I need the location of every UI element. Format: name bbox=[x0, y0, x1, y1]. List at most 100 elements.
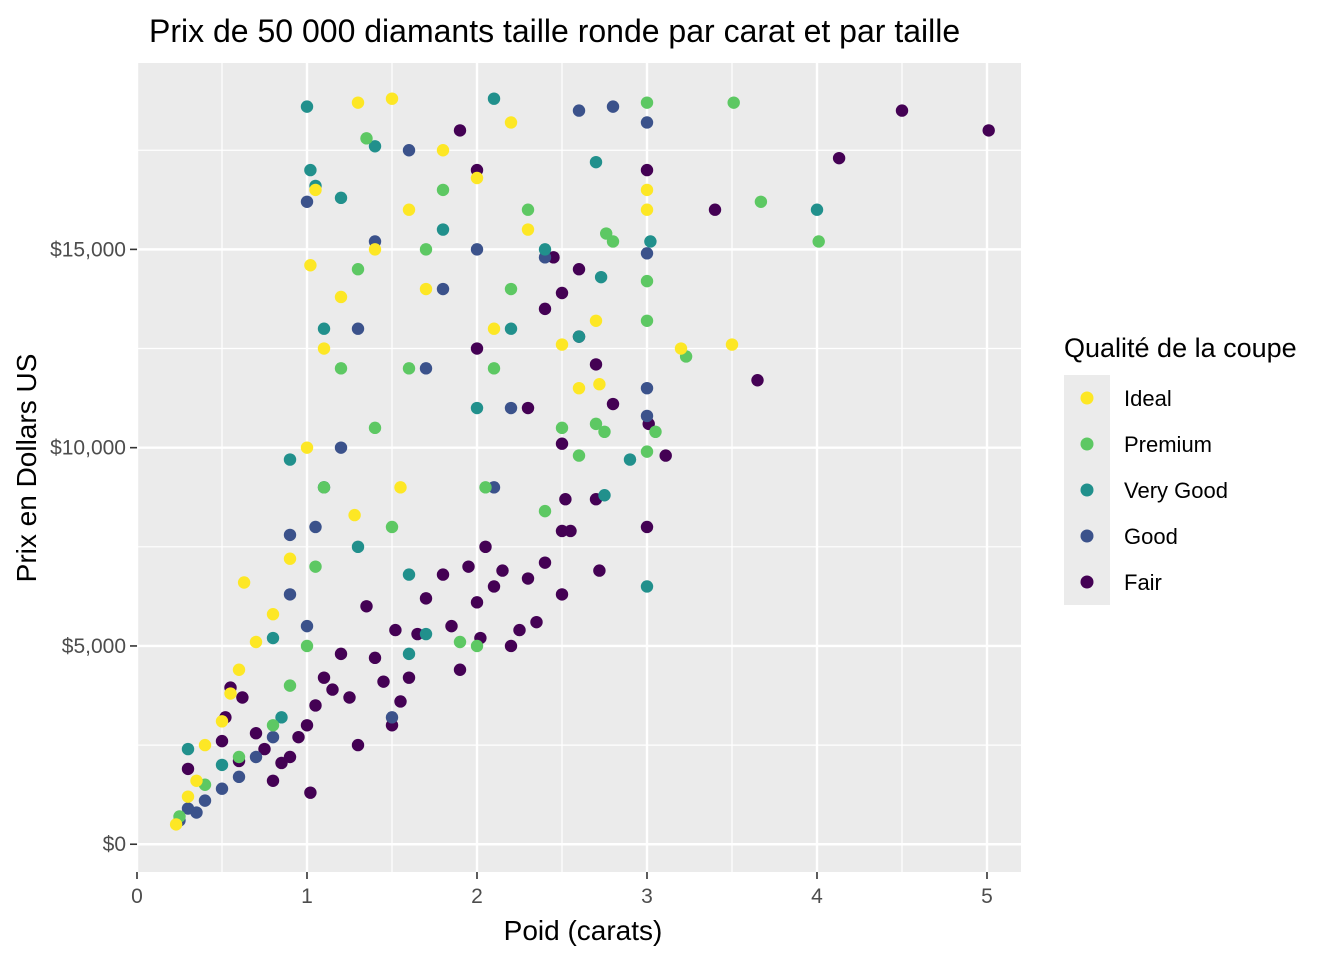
data-point bbox=[659, 449, 672, 462]
data-point bbox=[334, 362, 348, 375]
x-tick-label: 0 bbox=[131, 885, 143, 908]
legend-label: Ideal bbox=[1124, 386, 1172, 411]
data-point bbox=[555, 286, 569, 300]
data-point bbox=[453, 124, 467, 137]
data-point bbox=[343, 691, 356, 704]
data-point bbox=[640, 381, 654, 395]
legend-label: Very Good bbox=[1124, 478, 1228, 503]
data-point bbox=[292, 730, 305, 744]
data-point bbox=[215, 758, 229, 772]
data-point bbox=[649, 425, 662, 439]
data-point bbox=[351, 322, 365, 335]
data-point bbox=[360, 600, 373, 613]
data-point bbox=[309, 183, 322, 197]
y-tick-label: $0 bbox=[103, 833, 126, 856]
data-point bbox=[283, 453, 297, 466]
data-point bbox=[521, 223, 535, 236]
data-point bbox=[351, 263, 365, 276]
data-point bbox=[832, 151, 846, 165]
data-point bbox=[436, 144, 450, 157]
data-point bbox=[237, 576, 251, 589]
data-point bbox=[389, 623, 402, 637]
data-point bbox=[368, 651, 382, 665]
data-point bbox=[300, 639, 314, 653]
data-point bbox=[538, 556, 552, 569]
data-point bbox=[419, 243, 433, 256]
data-point bbox=[215, 782, 229, 795]
data-point bbox=[600, 227, 613, 240]
series-fair bbox=[181, 104, 995, 799]
data-point bbox=[249, 727, 263, 740]
data-point bbox=[640, 580, 654, 593]
data-point bbox=[598, 489, 611, 502]
data-point bbox=[589, 314, 603, 327]
data-point bbox=[640, 116, 654, 129]
data-point bbox=[436, 183, 450, 197]
data-point bbox=[266, 631, 280, 645]
data-point bbox=[470, 243, 484, 256]
data-point bbox=[674, 342, 688, 355]
series-ideal bbox=[169, 92, 739, 831]
data-point bbox=[368, 140, 382, 153]
legend-key-good bbox=[1080, 529, 1094, 543]
data-point bbox=[504, 639, 518, 653]
y-tick-label: $5,000 bbox=[62, 635, 126, 658]
data-point bbox=[266, 608, 280, 621]
data-point bbox=[462, 560, 475, 573]
data-point bbox=[640, 409, 654, 423]
axes: 0 1 2 3 4 5 $0 $5,000 $10,000 $15,000 bbox=[50, 238, 993, 908]
legend-label: Good bbox=[1124, 524, 1178, 549]
data-point bbox=[215, 715, 229, 728]
data-point bbox=[470, 596, 484, 609]
data-point bbox=[589, 358, 603, 371]
data-point bbox=[317, 322, 331, 335]
series-premium bbox=[173, 96, 825, 823]
data-point bbox=[348, 508, 361, 522]
data-point bbox=[982, 124, 995, 137]
legend-label: Premium bbox=[1124, 432, 1212, 457]
data-point bbox=[470, 639, 484, 653]
data-point bbox=[351, 738, 365, 752]
x-tick-label: 4 bbox=[811, 885, 823, 908]
data-point bbox=[385, 92, 399, 105]
data-point bbox=[640, 183, 654, 197]
data-point bbox=[572, 381, 586, 395]
data-point bbox=[589, 155, 603, 169]
data-point bbox=[538, 504, 552, 518]
data-point bbox=[169, 818, 183, 831]
data-point bbox=[640, 163, 654, 177]
data-point bbox=[555, 588, 569, 601]
data-point bbox=[300, 195, 314, 208]
data-point bbox=[394, 481, 407, 494]
data-point bbox=[504, 282, 518, 296]
data-point bbox=[640, 247, 654, 260]
data-point bbox=[326, 683, 339, 696]
data-point bbox=[487, 322, 501, 335]
data-point bbox=[334, 191, 348, 205]
data-point bbox=[283, 588, 297, 601]
data-point bbox=[564, 524, 577, 538]
data-point bbox=[606, 397, 620, 411]
data-point bbox=[309, 520, 322, 534]
data-point bbox=[521, 401, 535, 415]
data-point bbox=[198, 794, 212, 807]
data-point bbox=[487, 92, 501, 105]
data-point bbox=[283, 552, 297, 565]
data-point bbox=[538, 302, 552, 316]
legend-title: Qualité de la coupe bbox=[1064, 333, 1297, 363]
data-point bbox=[487, 362, 501, 375]
data-point bbox=[351, 96, 365, 109]
data-point bbox=[640, 520, 654, 534]
data-point bbox=[334, 290, 348, 304]
data-point bbox=[751, 374, 764, 387]
plot-panel bbox=[137, 63, 1021, 872]
data-point bbox=[266, 719, 280, 732]
data-point bbox=[304, 786, 317, 799]
data-point bbox=[300, 441, 314, 454]
data-point bbox=[309, 699, 322, 712]
data-point bbox=[895, 104, 909, 117]
data-point bbox=[402, 203, 416, 216]
data-point bbox=[496, 564, 509, 577]
data-point bbox=[224, 687, 237, 700]
data-point bbox=[300, 100, 314, 113]
